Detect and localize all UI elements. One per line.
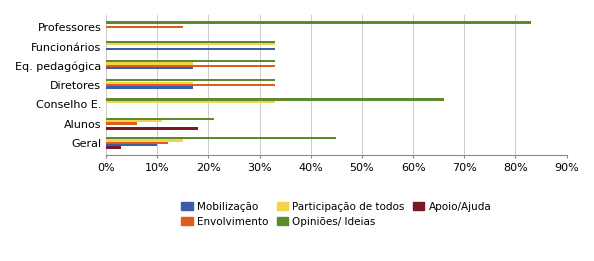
Bar: [106, 60, 275, 62]
Bar: [106, 127, 198, 129]
Bar: [106, 48, 275, 50]
Bar: [106, 101, 275, 103]
Bar: [106, 137, 336, 139]
Bar: [106, 142, 168, 144]
Bar: [106, 21, 531, 24]
Bar: [106, 118, 214, 120]
Bar: [106, 84, 275, 86]
Bar: [106, 65, 275, 67]
Bar: [106, 86, 193, 89]
Bar: [106, 79, 275, 81]
Bar: [106, 62, 193, 64]
Bar: [106, 26, 183, 28]
Bar: [106, 43, 275, 45]
Bar: [106, 81, 193, 84]
Bar: [106, 120, 162, 122]
Bar: [106, 146, 121, 149]
Bar: [106, 144, 157, 146]
Bar: [106, 67, 193, 69]
Legend: Mobilização, Envolvimento, Participação de todos, Opiniões/ Ideias, Apoio/Ajuda: Mobilização, Envolvimento, Participação …: [179, 200, 494, 229]
Bar: [106, 122, 137, 125]
Bar: [106, 139, 183, 141]
Bar: [106, 98, 444, 101]
Bar: [106, 41, 275, 43]
